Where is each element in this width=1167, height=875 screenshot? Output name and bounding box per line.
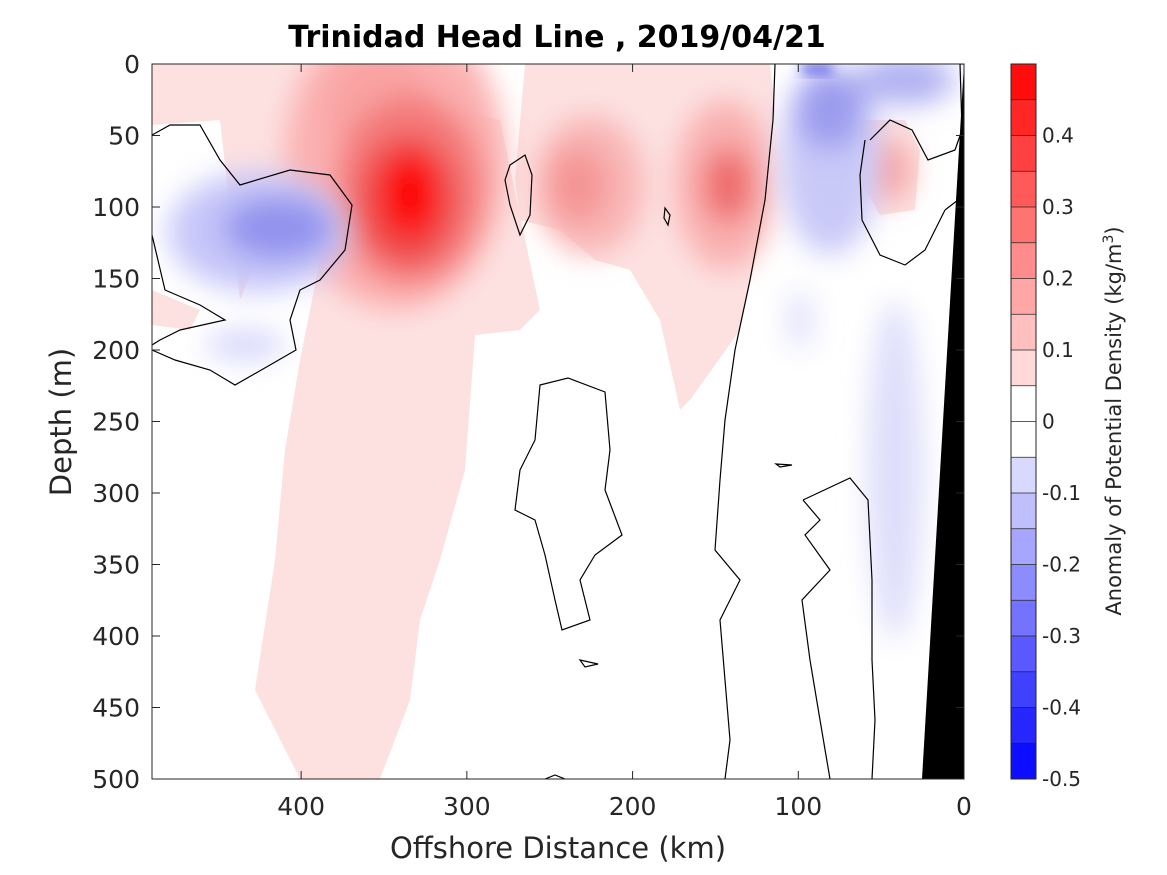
colorbar-band [1011, 636, 1036, 672]
colorbar-frame [1010, 63, 1037, 780]
colorbar-label: Anomaly of Potential Density (kg/m3) [1101, 226, 1126, 615]
colorbar-band [1011, 564, 1036, 601]
colorbar-band [1011, 64, 1036, 100]
colorbar-band [1011, 421, 1036, 458]
x-tick-label: 200 [609, 792, 657, 821]
x-axis: 400 300 200 100 0 [277, 64, 972, 821]
zero-contours [152, 64, 964, 779]
colorbar-band [1011, 135, 1036, 172]
y-tick-label: 500 [92, 765, 140, 794]
colorbar-tick-label: -0.2 [1042, 553, 1081, 577]
y-axis-label: Depth (m) [44, 348, 78, 496]
colorbar-band [1011, 99, 1036, 136]
colorbar-tick-label: -0.4 [1042, 696, 1081, 720]
y-axis: 0 50 100 150 200 250 300 350 400 450 500 [92, 50, 964, 794]
x-tick-label: 300 [443, 792, 491, 821]
y-tick-label: 0 [124, 50, 140, 79]
colorbar-tick-label: 0.3 [1042, 195, 1074, 219]
x-tick-label: 100 [774, 792, 822, 821]
x-tick-label: 400 [277, 792, 325, 821]
y-tick-label: 250 [92, 408, 140, 437]
light-anomaly-patches [168, 64, 955, 640]
colorbar-band [1011, 671, 1036, 708]
colorbar-tick-label: -0.3 [1042, 624, 1081, 648]
colorbar-band [1011, 314, 1036, 350]
colorbar-band [1011, 171, 1036, 207]
y-tick-label: 200 [92, 336, 140, 365]
y-tick-label: 350 [92, 551, 140, 580]
colorbar-band [1011, 385, 1036, 422]
colorbar: 0.4 0.3 0.2 0.1 0 -0.1 -0.2 -0.3 -0.4 -0.5 [1010, 63, 1081, 791]
colorbar-tick-label: 0.2 [1042, 267, 1074, 291]
y-tick-label: 50 [108, 122, 140, 151]
chart-title: Trinidad Head Line , 2019/04/21 [288, 20, 825, 55]
y-tick-label: 300 [92, 479, 140, 508]
y-tick-label: 400 [92, 622, 140, 651]
bathymetry [922, 64, 964, 779]
colorbar-tick-label: -0.5 [1042, 767, 1081, 791]
colorbar-band [1011, 278, 1036, 315]
colorbar-band [1011, 493, 1036, 529]
colorbar-band [1011, 242, 1036, 279]
x-axis-label: Offshore Distance (km) [390, 831, 726, 865]
colorbar-band [1011, 743, 1036, 779]
colorbar-band [1011, 207, 1036, 243]
colorbar-band [1011, 707, 1036, 744]
colorbar-band [1011, 457, 1036, 493]
colorbar-band [1011, 600, 1036, 636]
colorbar-tick-label: 0.1 [1042, 338, 1074, 362]
colorbar-tick-label: 0.4 [1042, 124, 1074, 148]
y-tick-label: 100 [92, 193, 140, 222]
colorbar-band [1011, 528, 1036, 565]
colorbar-band [1011, 350, 1036, 386]
density-anomaly-field [152, 64, 964, 779]
dense-core [285, 64, 505, 310]
colorbar-tick-label: -0.1 [1042, 481, 1081, 505]
y-tick-label: 450 [92, 694, 140, 723]
colorbar-tick-label: 0 [1042, 410, 1055, 434]
x-tick-label: 0 [956, 792, 972, 821]
y-tick-label: 150 [92, 265, 140, 294]
